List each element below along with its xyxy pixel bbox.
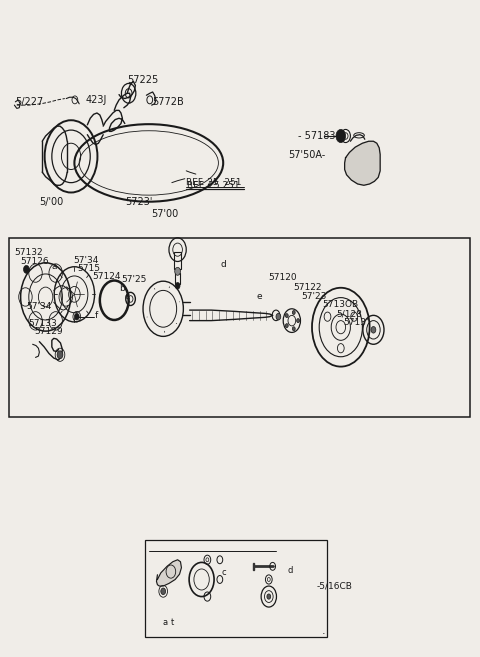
- Text: c: c: [222, 568, 227, 578]
- Text: REF. 25  251: REF. 25 251: [186, 178, 242, 187]
- Circle shape: [297, 319, 300, 323]
- Text: d: d: [221, 260, 227, 269]
- Text: 57225: 57225: [127, 75, 158, 85]
- Circle shape: [292, 327, 295, 330]
- Circle shape: [161, 588, 166, 595]
- Text: b: b: [119, 284, 125, 293]
- Text: t: t: [170, 618, 174, 627]
- Text: 57'23: 57'23: [301, 292, 327, 301]
- Text: 57124: 57124: [92, 272, 120, 281]
- Text: 57132: 57132: [14, 248, 43, 258]
- Text: 57'34: 57'34: [73, 256, 98, 265]
- Text: 5713': 5713': [344, 318, 369, 327]
- Circle shape: [175, 283, 180, 289]
- Polygon shape: [156, 560, 181, 586]
- Text: .: .: [322, 625, 325, 636]
- Text: 57'00: 57'00: [151, 208, 179, 219]
- Text: 5/227: 5/227: [15, 97, 44, 107]
- Circle shape: [175, 267, 180, 275]
- Text: 5/'00: 5/'00: [39, 197, 64, 208]
- Circle shape: [276, 313, 281, 320]
- Circle shape: [371, 327, 376, 333]
- Text: - 57183: - 57183: [298, 131, 335, 141]
- Bar: [145, 540, 327, 637]
- Circle shape: [267, 594, 271, 599]
- Text: 5772B: 5772B: [153, 97, 184, 107]
- Text: 5715: 5715: [78, 264, 101, 273]
- Circle shape: [74, 313, 79, 320]
- Circle shape: [285, 324, 288, 328]
- Bar: [175, 273, 180, 284]
- Polygon shape: [253, 563, 254, 570]
- Text: 423J: 423J: [85, 95, 107, 105]
- Text: d: d: [287, 566, 292, 575]
- Text: -5/16CB: -5/16CB: [317, 581, 353, 591]
- Text: 5713OB: 5713OB: [323, 300, 359, 309]
- Text: 57120: 57120: [268, 273, 297, 282]
- Text: 57126: 57126: [20, 257, 49, 266]
- Text: a: a: [52, 262, 57, 271]
- Circle shape: [292, 311, 295, 315]
- Text: e: e: [257, 292, 263, 302]
- Text: REF. 25 251: REF. 25 251: [187, 181, 240, 190]
- Bar: [174, 252, 181, 269]
- Text: c: c: [125, 292, 130, 302]
- Polygon shape: [345, 141, 380, 185]
- Text: 57'50A-: 57'50A-: [288, 150, 325, 160]
- Text: f: f: [95, 311, 98, 320]
- Text: 57'25: 57'25: [121, 275, 146, 284]
- Text: 57122: 57122: [293, 283, 321, 292]
- Text: 5/128: 5/128: [336, 309, 362, 319]
- Circle shape: [57, 351, 63, 359]
- Bar: [9, 238, 470, 417]
- Text: 5723': 5723': [125, 197, 152, 208]
- Circle shape: [336, 129, 346, 143]
- Text: 57'34: 57'34: [26, 302, 52, 311]
- Text: 57133: 57133: [28, 319, 57, 328]
- Text: 57129: 57129: [35, 327, 63, 336]
- Text: a: a: [162, 618, 168, 627]
- Circle shape: [24, 265, 29, 273]
- Circle shape: [285, 313, 288, 317]
